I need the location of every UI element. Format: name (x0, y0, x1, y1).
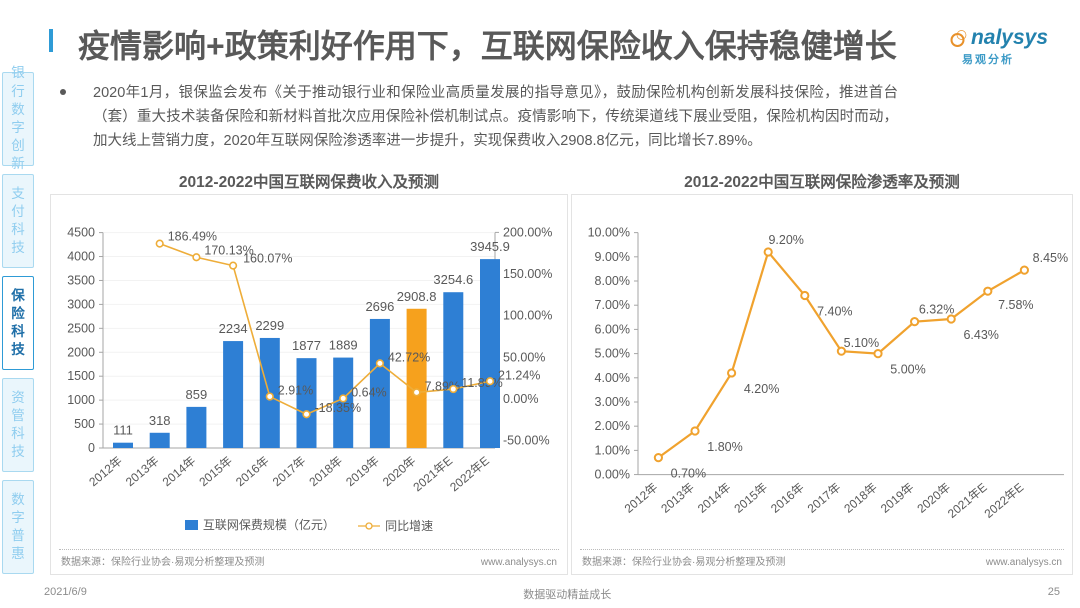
svg-text:-18.35%: -18.35% (315, 401, 362, 415)
svg-text:2017年: 2017年 (270, 454, 309, 490)
svg-text:1000: 1000 (67, 393, 95, 407)
svg-text:9.20%: 9.20% (768, 233, 803, 247)
svg-text:200.00%: 200.00% (503, 225, 552, 239)
svg-text:3945.9: 3945.9 (470, 239, 510, 254)
svg-text:2013年: 2013年 (123, 454, 162, 490)
svg-text:11.89%: 11.89% (461, 376, 502, 390)
svg-text:3254.6: 3254.6 (433, 272, 473, 287)
svg-text:2908.8: 2908.8 (397, 289, 437, 304)
svg-text:2015年: 2015年 (731, 480, 770, 516)
svg-text:2014年: 2014年 (160, 454, 199, 490)
svg-text:0.64%: 0.64% (351, 385, 386, 399)
svg-text:-50.00%: -50.00% (503, 434, 550, 448)
svg-text:2234: 2234 (219, 321, 248, 336)
svg-text:2.00%: 2.00% (595, 419, 630, 433)
svg-text:50.00%: 50.00% (503, 350, 545, 364)
svg-text:5.00%: 5.00% (595, 347, 630, 361)
svg-text:6.00%: 6.00% (595, 322, 630, 336)
svg-text:186.49%: 186.49% (168, 230, 217, 244)
svg-text:2021年E: 2021年E (945, 480, 990, 521)
svg-text:4000: 4000 (67, 250, 95, 264)
svg-text:3.00%: 3.00% (595, 395, 630, 409)
svg-text:1500: 1500 (67, 369, 95, 383)
svg-text:5.00%: 5.00% (890, 363, 925, 377)
svg-text:2012年: 2012年 (622, 480, 661, 516)
svg-text:2696: 2696 (365, 299, 394, 314)
svg-text:1.80%: 1.80% (707, 440, 742, 454)
svg-text:6.32%: 6.32% (919, 303, 954, 317)
svg-text:21.24%: 21.24% (498, 368, 540, 382)
svg-text:3000: 3000 (67, 297, 95, 311)
svg-text:4.00%: 4.00% (595, 371, 630, 385)
svg-text:2018年: 2018年 (306, 454, 345, 490)
svg-text:1889: 1889 (329, 338, 358, 353)
svg-text:2019年: 2019年 (343, 454, 382, 490)
svg-text:4500: 4500 (67, 226, 95, 240)
svg-text:859: 859 (186, 387, 208, 402)
svg-text:0.70%: 0.70% (671, 467, 706, 481)
svg-text:7.58%: 7.58% (998, 298, 1033, 312)
svg-text:150.00%: 150.00% (503, 267, 552, 281)
svg-text:2000: 2000 (67, 345, 95, 359)
svg-text:2012年: 2012年 (86, 454, 125, 490)
svg-text:0: 0 (88, 441, 95, 455)
svg-text:160.07%: 160.07% (243, 252, 292, 266)
svg-text:500: 500 (74, 417, 95, 431)
svg-text:2019年: 2019年 (878, 480, 917, 516)
svg-text:0.00%: 0.00% (595, 468, 630, 482)
svg-text:2015年: 2015年 (196, 454, 235, 490)
svg-text:9.00%: 9.00% (595, 250, 630, 264)
svg-text:3500: 3500 (67, 273, 95, 287)
svg-text:2017年: 2017年 (805, 480, 844, 516)
svg-text:1.00%: 1.00% (595, 443, 630, 457)
svg-text:2500: 2500 (67, 321, 95, 335)
svg-text:7.00%: 7.00% (595, 298, 630, 312)
svg-text:2022年E: 2022年E (447, 454, 492, 495)
svg-text:1877: 1877 (292, 338, 321, 353)
svg-text:2016年: 2016年 (233, 454, 272, 490)
svg-text:10.00%: 10.00% (588, 226, 630, 240)
svg-text:2018年: 2018年 (841, 480, 880, 516)
svg-text:2016年: 2016年 (768, 480, 807, 516)
svg-text:2013年: 2013年 (658, 480, 697, 516)
svg-text:7.40%: 7.40% (817, 305, 852, 319)
svg-text:111: 111 (113, 423, 133, 438)
svg-text:2.91%: 2.91% (278, 384, 313, 398)
svg-text:8.00%: 8.00% (595, 274, 630, 288)
svg-text:5.10%: 5.10% (844, 336, 879, 350)
svg-text:2022年E: 2022年E (982, 480, 1027, 521)
svg-text:2014年: 2014年 (695, 480, 734, 516)
svg-text:6.43%: 6.43% (963, 328, 998, 342)
svg-text:42.72%: 42.72% (388, 350, 430, 364)
svg-text:0.00%: 0.00% (503, 392, 538, 406)
svg-text:2299: 2299 (255, 318, 284, 333)
svg-text:2021年E: 2021年E (410, 454, 455, 495)
svg-text:100.00%: 100.00% (503, 309, 552, 323)
svg-text:8.45%: 8.45% (1033, 251, 1068, 265)
svg-text:4.20%: 4.20% (744, 382, 779, 396)
svg-text:318: 318 (149, 413, 171, 428)
